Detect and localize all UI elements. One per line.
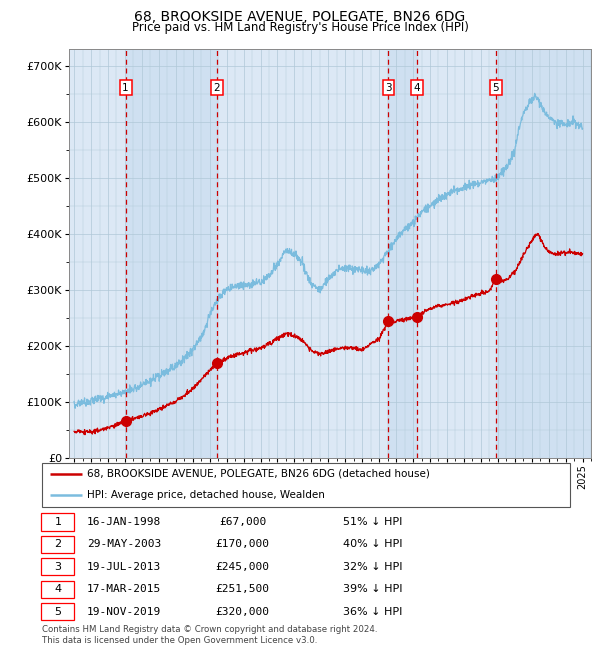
Text: 2: 2	[214, 83, 220, 93]
Text: 19-JUL-2013: 19-JUL-2013	[87, 562, 161, 572]
Text: 51% ↓ HPI: 51% ↓ HPI	[343, 517, 403, 527]
Text: 40% ↓ HPI: 40% ↓ HPI	[343, 540, 403, 549]
FancyBboxPatch shape	[41, 603, 74, 620]
Text: 4: 4	[413, 83, 420, 93]
Text: 17-MAR-2015: 17-MAR-2015	[87, 584, 161, 594]
FancyBboxPatch shape	[41, 514, 74, 530]
Text: 32% ↓ HPI: 32% ↓ HPI	[343, 562, 403, 572]
Bar	[496, 49, 591, 458]
Text: 1: 1	[122, 83, 129, 93]
Text: 4: 4	[54, 584, 61, 594]
Text: 5: 5	[55, 606, 61, 616]
Text: 16-JAN-1998: 16-JAN-1998	[87, 517, 161, 527]
Text: HPI: Average price, detached house, Wealden: HPI: Average price, detached house, Weal…	[87, 489, 325, 500]
Text: 68, BROOKSIDE AVENUE, POLEGATE, BN26 6DG: 68, BROOKSIDE AVENUE, POLEGATE, BN26 6DG	[134, 10, 466, 24]
FancyBboxPatch shape	[41, 580, 74, 598]
Text: 39% ↓ HPI: 39% ↓ HPI	[343, 584, 403, 594]
Text: Contains HM Land Registry data © Crown copyright and database right 2024.: Contains HM Land Registry data © Crown c…	[42, 625, 377, 634]
Text: 1: 1	[55, 517, 61, 527]
FancyBboxPatch shape	[41, 536, 74, 553]
Text: This data is licensed under the Open Government Licence v3.0.: This data is licensed under the Open Gov…	[42, 636, 317, 645]
Text: £251,500: £251,500	[215, 584, 269, 594]
Text: 5: 5	[493, 83, 499, 93]
Text: 2: 2	[54, 540, 61, 549]
Bar	[125, 49, 217, 458]
Text: 29-MAY-2003: 29-MAY-2003	[87, 540, 161, 549]
Text: 68, BROOKSIDE AVENUE, POLEGATE, BN26 6DG (detached house): 68, BROOKSIDE AVENUE, POLEGATE, BN26 6DG…	[87, 469, 430, 479]
Text: £320,000: £320,000	[215, 606, 269, 616]
Text: £245,000: £245,000	[215, 562, 269, 572]
Text: £170,000: £170,000	[215, 540, 269, 549]
Bar	[388, 49, 416, 458]
Text: 3: 3	[385, 83, 392, 93]
Text: 36% ↓ HPI: 36% ↓ HPI	[343, 606, 403, 616]
Text: £67,000: £67,000	[219, 517, 266, 527]
Text: Price paid vs. HM Land Registry's House Price Index (HPI): Price paid vs. HM Land Registry's House …	[131, 21, 469, 34]
Text: 3: 3	[55, 562, 61, 572]
FancyBboxPatch shape	[41, 558, 74, 575]
Text: 19-NOV-2019: 19-NOV-2019	[87, 606, 161, 616]
